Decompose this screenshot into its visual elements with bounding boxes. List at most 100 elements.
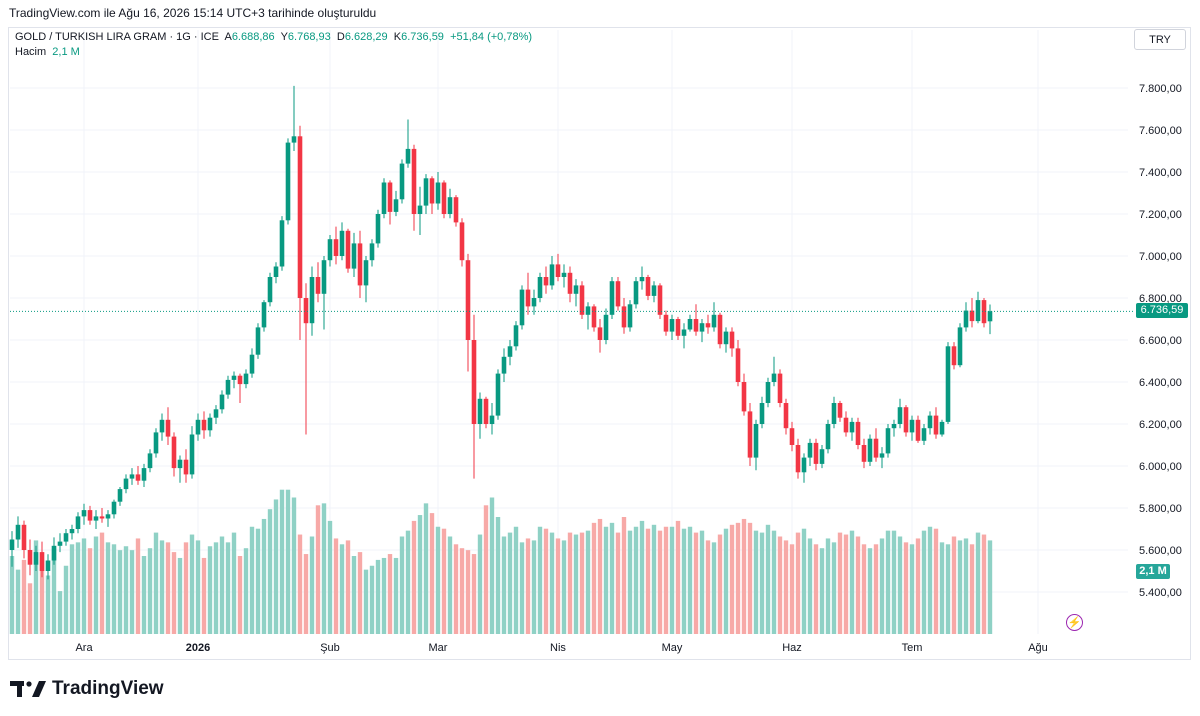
candle-body: [705, 323, 711, 328]
candle-body: [783, 403, 789, 429]
candle-body: [135, 474, 141, 481]
y-tick-label: 5.400,00: [1139, 587, 1182, 599]
volume-bar: [459, 548, 465, 634]
candle-body: [237, 375, 243, 385]
volume-bar: [207, 546, 213, 634]
candle-body: [441, 182, 447, 214]
volume-bar: [567, 532, 573, 634]
y-tick-label: 6.400,00: [1139, 377, 1182, 389]
candle-body: [597, 327, 603, 340]
candle-body: [51, 545, 57, 561]
candle-body: [93, 516, 99, 521]
candle-body: [987, 311, 993, 322]
volume-bar: [819, 548, 825, 634]
candle-body: [561, 272, 567, 277]
volume-legend-label[interactable]: Hacim: [15, 46, 47, 58]
candle-body: [951, 346, 957, 366]
volume-bar: [675, 520, 681, 634]
volume-bar: [477, 534, 483, 634]
volume-bar: [939, 542, 945, 634]
candle-body: [39, 552, 45, 571]
candle-body: [45, 560, 51, 571]
candle-body: [891, 424, 897, 429]
volume-bar: [315, 505, 321, 634]
volume-bar: [303, 554, 309, 634]
volume-bar: [525, 538, 531, 634]
candle-body: [111, 501, 117, 515]
volume-bar: [561, 540, 567, 634]
volume-bar: [273, 499, 279, 634]
volume-bar: [381, 557, 387, 634]
volume-bar: [789, 544, 795, 634]
candle-body: [897, 407, 903, 424]
volume-bar: [501, 536, 507, 634]
candle-body: [183, 459, 189, 475]
volume-bar: [735, 522, 741, 634]
volume-bar: [825, 538, 831, 634]
volume-bar: [981, 534, 987, 634]
candle-body: [147, 453, 153, 469]
candle-body: [885, 428, 891, 454]
volume-bar: [861, 544, 867, 634]
candle-body: [189, 434, 195, 475]
x-tick-label: Nis: [550, 642, 566, 654]
volume-bar: [471, 554, 477, 634]
volume-bar: [111, 544, 117, 634]
candle-body: [261, 302, 267, 328]
candle-body: [87, 510, 93, 521]
candle-body: [855, 421, 861, 445]
lightning-icon[interactable]: ⚡: [1066, 614, 1083, 631]
candle-body: [279, 220, 285, 267]
volume-bar: [603, 526, 609, 634]
volume-bar: [669, 526, 675, 634]
candle-body: [321, 260, 327, 294]
volume-bar: [867, 548, 873, 634]
volume-bar: [357, 552, 363, 634]
candle-body: [141, 468, 147, 481]
volume-bar: [33, 540, 39, 634]
volume-bar: [177, 557, 183, 634]
chart-frame[interactable]: [8, 27, 1191, 660]
volume-bar: [921, 530, 927, 634]
volume-bar: [405, 530, 411, 634]
volume-bar: [309, 536, 315, 634]
volume-bar: [339, 544, 345, 634]
volume-bar: [291, 497, 297, 634]
y-tick-label: 7.000,00: [1139, 251, 1182, 263]
candle-body: [687, 319, 693, 330]
volume-bar: [429, 513, 435, 634]
volume-legend-value: 2,1 M: [52, 46, 80, 58]
volume-bar: [189, 534, 195, 634]
candle-body: [195, 419, 201, 435]
candle-body: [873, 438, 879, 458]
open-value: 6.688,86: [231, 31, 275, 43]
volume-bar: [519, 542, 525, 634]
candle-body: [63, 533, 69, 542]
tradingview-logo[interactable]: TradingView: [10, 678, 164, 700]
volume-bar: [651, 524, 657, 634]
candle-body: [729, 331, 735, 349]
candle-body: [765, 382, 771, 403]
volume-bar: [135, 538, 141, 634]
change-value: +51,84 (+0,78%): [450, 31, 533, 43]
volume-bar: [21, 559, 27, 634]
low-label: D: [336, 31, 345, 43]
volume-bar: [813, 544, 819, 634]
volume-bar: [393, 557, 399, 634]
candle-body: [525, 289, 531, 307]
candle-body: [507, 346, 513, 357]
volume-bar: [591, 522, 597, 634]
candle-body: [153, 432, 159, 454]
volume-tag: 2,1 M: [1136, 564, 1170, 579]
candle-body: [429, 178, 435, 204]
volume-bar: [897, 536, 903, 634]
volume-bar: [891, 530, 897, 634]
candle-body: [267, 277, 273, 303]
volume-bar: [879, 538, 885, 634]
currency-button[interactable]: TRY: [1134, 29, 1186, 50]
candle-body: [213, 409, 219, 418]
candle-body: [363, 260, 369, 286]
symbol-label[interactable]: GOLD / TURKISH LIRA GRAM · 1G · ICE: [15, 31, 219, 43]
y-tick-label: 5.800,00: [1139, 503, 1182, 515]
